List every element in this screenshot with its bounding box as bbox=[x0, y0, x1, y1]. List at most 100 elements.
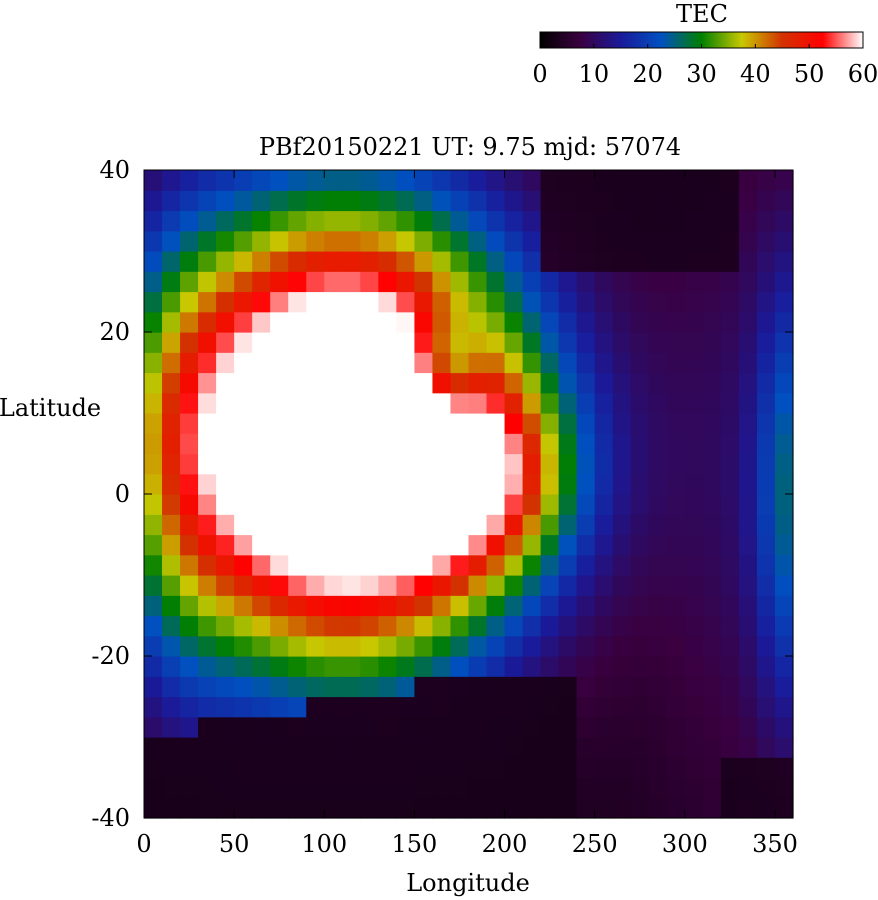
heatmap-cell bbox=[414, 656, 434, 677]
heatmap-cell bbox=[774, 595, 794, 617]
heatmap-cell bbox=[342, 757, 361, 779]
heatmap-cell bbox=[504, 554, 524, 576]
heatmap-cell bbox=[702, 413, 722, 434]
heatmap-cell bbox=[270, 494, 289, 515]
heatmap-cell bbox=[180, 473, 199, 495]
heatmap-cell bbox=[162, 170, 181, 191]
heatmap-cell bbox=[360, 332, 379, 353]
heatmap-cell bbox=[612, 291, 632, 313]
heatmap-cell bbox=[162, 433, 181, 455]
heatmap-cell bbox=[486, 494, 506, 515]
heatmap-cell bbox=[216, 635, 235, 657]
heatmap-cell bbox=[198, 210, 217, 232]
y-tick-label: -20 bbox=[91, 642, 130, 670]
heatmap-cell bbox=[342, 534, 361, 556]
heatmap-cell bbox=[378, 494, 397, 515]
heatmap-cell bbox=[198, 595, 217, 617]
heatmap-cell bbox=[252, 777, 271, 799]
heatmap-cell bbox=[540, 514, 560, 536]
heatmap-cell bbox=[216, 453, 235, 475]
heatmap-cell bbox=[738, 433, 758, 455]
heatmap-cell bbox=[702, 473, 722, 495]
heatmap-cell bbox=[486, 352, 506, 374]
heatmap-cell bbox=[648, 352, 668, 374]
heatmap-cell bbox=[324, 656, 343, 677]
heatmap-cell bbox=[450, 473, 470, 495]
heatmap-cell bbox=[720, 534, 740, 556]
heatmap-cell bbox=[450, 392, 470, 414]
heatmap-cell bbox=[180, 170, 199, 191]
heatmap-cell bbox=[450, 190, 470, 212]
heatmap-cell bbox=[162, 716, 181, 738]
heatmap-cell bbox=[774, 494, 794, 515]
heatmap-cell bbox=[738, 797, 758, 819]
heatmap-cell bbox=[666, 575, 686, 596]
heatmap-cell bbox=[522, 575, 542, 596]
heatmap-cell bbox=[486, 251, 506, 272]
heatmap-cell bbox=[162, 757, 181, 779]
heatmap-cell bbox=[684, 332, 704, 353]
heatmap-cell bbox=[288, 251, 307, 272]
heatmap-cell bbox=[234, 311, 253, 333]
heatmap-cell bbox=[468, 716, 488, 738]
heatmap-cell bbox=[306, 332, 325, 353]
heatmap-cell bbox=[342, 433, 361, 455]
heatmap-cell bbox=[378, 676, 397, 698]
heatmap-cell bbox=[216, 737, 235, 758]
heatmap-cell bbox=[270, 453, 289, 475]
heatmap-cell bbox=[684, 352, 704, 374]
heatmap-cell bbox=[666, 676, 686, 698]
heatmap-cell bbox=[666, 797, 686, 819]
heatmap-cell bbox=[648, 291, 668, 313]
heatmap-cell bbox=[738, 230, 758, 252]
heatmap-cell bbox=[306, 615, 325, 637]
heatmap-cell bbox=[216, 656, 235, 677]
heatmap-cell bbox=[774, 251, 794, 272]
heatmap-cell bbox=[342, 696, 361, 718]
heatmap-cell bbox=[144, 737, 163, 758]
heatmap-cell bbox=[594, 554, 614, 576]
x-tick-label: 300 bbox=[662, 830, 708, 858]
heatmap-cell bbox=[450, 737, 470, 758]
heatmap-cell bbox=[594, 433, 614, 455]
colorbar-tick-label: 30 bbox=[686, 60, 717, 88]
heatmap-cell bbox=[576, 251, 596, 272]
heatmap-cell bbox=[630, 372, 650, 394]
heatmap-cell bbox=[666, 170, 686, 191]
heatmap-cell bbox=[162, 615, 181, 637]
heatmap-cell bbox=[468, 473, 488, 495]
heatmap-cell bbox=[450, 575, 470, 596]
heatmap-cell bbox=[738, 271, 758, 293]
heatmap-cell bbox=[180, 453, 199, 475]
heatmap-cell bbox=[360, 311, 379, 333]
heatmap-cell bbox=[252, 311, 271, 333]
heatmap-cell bbox=[144, 332, 163, 353]
heatmap-cell bbox=[666, 554, 686, 576]
heatmap-cell bbox=[540, 554, 560, 576]
heatmap-cell bbox=[288, 332, 307, 353]
heatmap-cell bbox=[594, 494, 614, 515]
heatmap-cell bbox=[486, 514, 506, 536]
heatmap-cell bbox=[270, 757, 289, 779]
heatmap-cell bbox=[396, 332, 416, 353]
heatmap-cell bbox=[342, 797, 361, 819]
heatmap-cell bbox=[540, 230, 560, 252]
heatmap-cell bbox=[414, 757, 434, 779]
heatmap-cell bbox=[396, 372, 416, 394]
heatmap-cell bbox=[756, 514, 776, 536]
heatmap-cell bbox=[180, 554, 199, 576]
heatmap-cell bbox=[486, 413, 506, 434]
heatmap-cell bbox=[162, 554, 181, 576]
heatmap-cell bbox=[342, 615, 361, 637]
heatmap-cell bbox=[702, 595, 722, 617]
heatmap-cell bbox=[540, 656, 560, 677]
heatmap-cell bbox=[306, 433, 325, 455]
heatmap-cell bbox=[378, 251, 397, 272]
heatmap-cell bbox=[306, 413, 325, 434]
heatmap-cell bbox=[288, 473, 307, 495]
heatmap-cell bbox=[396, 757, 416, 779]
heatmap-cell bbox=[648, 797, 668, 819]
heatmap-cell bbox=[684, 392, 704, 414]
heatmap-cell bbox=[252, 190, 271, 212]
heatmap-cell bbox=[360, 453, 379, 475]
